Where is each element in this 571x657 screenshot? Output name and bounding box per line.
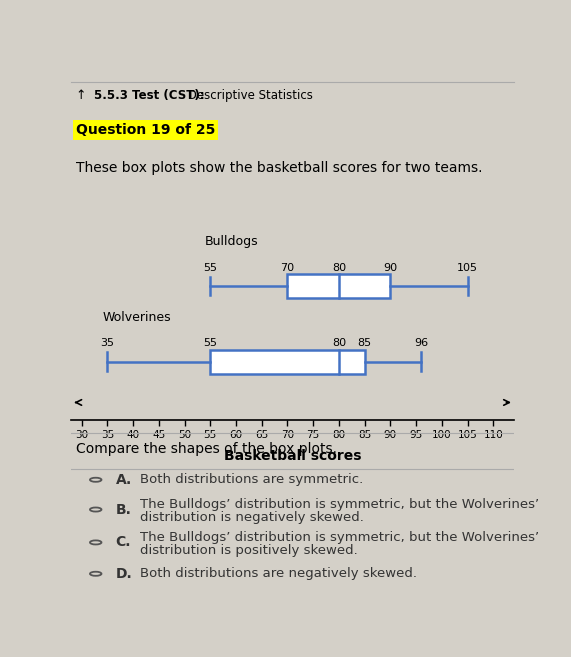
Text: 90: 90 <box>383 263 397 273</box>
Text: 55: 55 <box>203 338 218 348</box>
Text: Question 19 of 25: Question 19 of 25 <box>76 123 215 137</box>
Text: Descriptive Statistics: Descriptive Statistics <box>184 89 313 102</box>
Text: 35: 35 <box>100 338 114 348</box>
Text: Wolverines: Wolverines <box>102 311 171 324</box>
Text: 96: 96 <box>414 338 428 348</box>
X-axis label: Basketball scores: Basketball scores <box>224 449 361 463</box>
Text: ↑: ↑ <box>76 89 86 102</box>
Text: 5.5.3 Test (CST):: 5.5.3 Test (CST): <box>94 89 204 102</box>
Text: 80: 80 <box>332 338 346 348</box>
Text: C.: C. <box>115 535 131 549</box>
Text: B.: B. <box>115 503 131 516</box>
Text: Bulldogs: Bulldogs <box>205 235 259 248</box>
Text: A.: A. <box>115 473 132 487</box>
Text: 55: 55 <box>203 263 218 273</box>
Text: The Bulldogs’ distribution is symmetric, but the Wolverines’: The Bulldogs’ distribution is symmetric,… <box>140 532 539 544</box>
Text: distribution is negatively skewed.: distribution is negatively skewed. <box>140 511 364 524</box>
Text: The Bulldogs’ distribution is symmetric, but the Wolverines’: The Bulldogs’ distribution is symmetric,… <box>140 498 539 511</box>
Text: Compare the shapes of the box plots.: Compare the shapes of the box plots. <box>76 442 337 456</box>
Text: 70: 70 <box>280 263 295 273</box>
Text: 85: 85 <box>357 338 372 348</box>
Bar <box>210 350 365 374</box>
Text: Both distributions are negatively skewed.: Both distributions are negatively skewed… <box>140 567 417 580</box>
Text: 105: 105 <box>457 263 478 273</box>
Text: distribution is positively skewed.: distribution is positively skewed. <box>140 544 357 556</box>
Text: D.: D. <box>115 567 132 581</box>
Text: 80: 80 <box>332 263 346 273</box>
Text: Both distributions are symmetric.: Both distributions are symmetric. <box>140 473 363 486</box>
Text: These box plots show the basketball scores for two teams.: These box plots show the basketball scor… <box>76 161 482 175</box>
Bar <box>287 274 391 298</box>
